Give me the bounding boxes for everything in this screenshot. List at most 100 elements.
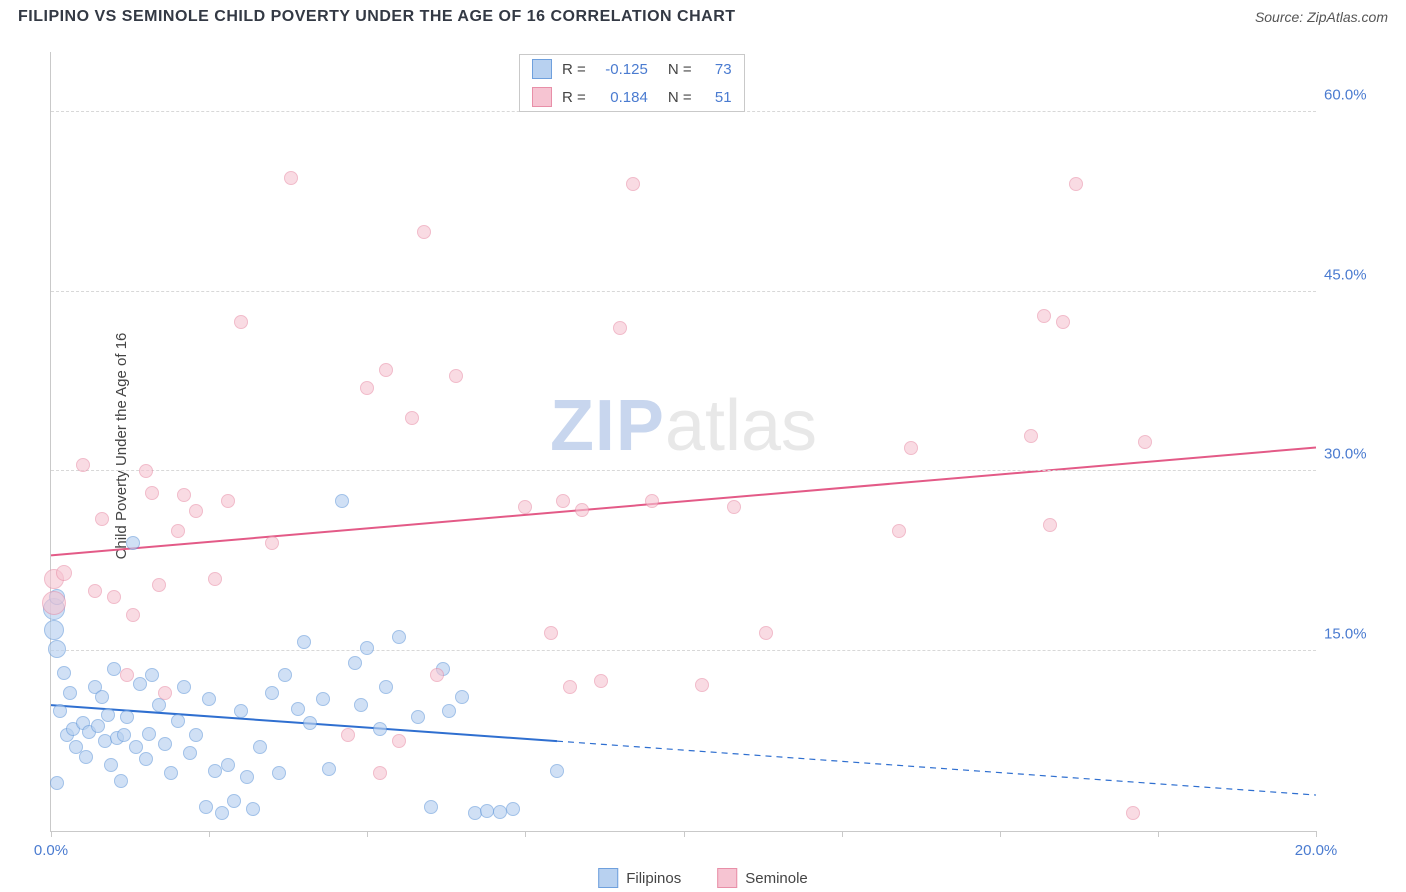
correlation-legend: R =-0.125N =73R =0.184N =51	[519, 54, 745, 112]
data-point	[278, 668, 292, 682]
legend-r-label: R =	[562, 61, 586, 78]
data-point	[215, 806, 229, 820]
data-point	[48, 640, 66, 658]
data-point	[360, 381, 374, 395]
data-point	[183, 746, 197, 760]
data-point	[284, 171, 298, 185]
legend-n-label: N =	[668, 89, 692, 106]
data-point	[104, 758, 118, 772]
data-point	[645, 494, 659, 508]
data-point	[234, 315, 248, 329]
data-point	[76, 458, 90, 472]
data-point	[759, 626, 773, 640]
data-point	[63, 686, 77, 700]
data-point	[379, 680, 393, 694]
data-point	[199, 800, 213, 814]
data-point	[189, 504, 203, 518]
data-point	[550, 764, 564, 778]
data-point	[120, 668, 134, 682]
data-point	[613, 321, 627, 335]
legend-item: Seminole	[717, 868, 808, 888]
data-point	[904, 441, 918, 455]
legend-item: Filipinos	[598, 868, 681, 888]
data-point	[392, 734, 406, 748]
legend-label: Filipinos	[626, 870, 681, 887]
x-tick	[51, 831, 52, 837]
data-point	[449, 369, 463, 383]
x-tick	[367, 831, 368, 837]
data-point	[56, 565, 72, 581]
data-point	[1069, 177, 1083, 191]
data-point	[291, 702, 305, 716]
data-point	[373, 722, 387, 736]
data-point	[246, 802, 260, 816]
x-tick	[209, 831, 210, 837]
data-point	[1138, 435, 1152, 449]
data-point	[57, 666, 71, 680]
data-point	[442, 704, 456, 718]
watermark-zip: ZIP	[550, 386, 665, 466]
data-point	[272, 766, 286, 780]
data-point	[348, 656, 362, 670]
data-point	[518, 500, 532, 514]
data-point	[139, 464, 153, 478]
data-point	[177, 488, 191, 502]
scatter-chart: ZIPatlas 15.0%30.0%45.0%60.0%0.0%20.0%R …	[50, 52, 1316, 832]
data-point	[189, 728, 203, 742]
watermark-atlas: atlas	[665, 386, 817, 466]
data-point	[322, 762, 336, 776]
data-point	[88, 584, 102, 598]
data-point	[594, 674, 608, 688]
data-point	[53, 704, 67, 718]
data-point	[297, 635, 311, 649]
data-point	[316, 692, 330, 706]
series-legend: Filipinos Seminole	[598, 868, 808, 888]
data-point	[164, 766, 178, 780]
data-point	[227, 794, 241, 808]
y-tick-label: 30.0%	[1324, 446, 1394, 463]
data-point	[133, 677, 147, 691]
y-tick-label: 15.0%	[1324, 626, 1394, 643]
data-point	[892, 524, 906, 538]
data-point	[455, 690, 469, 704]
data-point	[234, 704, 248, 718]
data-point	[430, 668, 444, 682]
legend-n-value: 73	[702, 61, 732, 78]
data-point	[152, 578, 166, 592]
data-point	[158, 686, 172, 700]
gridline	[51, 650, 1316, 651]
data-point	[129, 740, 143, 754]
data-point	[240, 770, 254, 784]
data-point	[373, 766, 387, 780]
data-point	[202, 692, 216, 706]
data-point	[1126, 806, 1140, 820]
legend-r-value: 0.184	[596, 89, 648, 106]
data-point	[405, 411, 419, 425]
data-point	[626, 177, 640, 191]
data-point	[44, 620, 64, 640]
data-point	[114, 774, 128, 788]
data-point	[101, 708, 115, 722]
data-point	[145, 668, 159, 682]
data-point	[107, 590, 121, 604]
data-point	[417, 225, 431, 239]
data-point	[171, 714, 185, 728]
x-tick	[1316, 831, 1317, 837]
data-point	[158, 737, 172, 751]
watermark: ZIPatlas	[550, 385, 817, 467]
data-point	[556, 494, 570, 508]
data-point	[341, 728, 355, 742]
data-point	[142, 727, 156, 741]
data-point	[117, 728, 131, 742]
data-point	[727, 500, 741, 514]
data-point	[379, 363, 393, 377]
gridline	[51, 470, 1316, 471]
data-point	[335, 494, 349, 508]
data-point	[265, 536, 279, 550]
data-point	[95, 512, 109, 526]
x-tick	[1000, 831, 1001, 837]
data-point	[1037, 309, 1051, 323]
data-point	[208, 572, 222, 586]
data-point	[695, 678, 709, 692]
x-tick-label: 0.0%	[34, 842, 68, 859]
